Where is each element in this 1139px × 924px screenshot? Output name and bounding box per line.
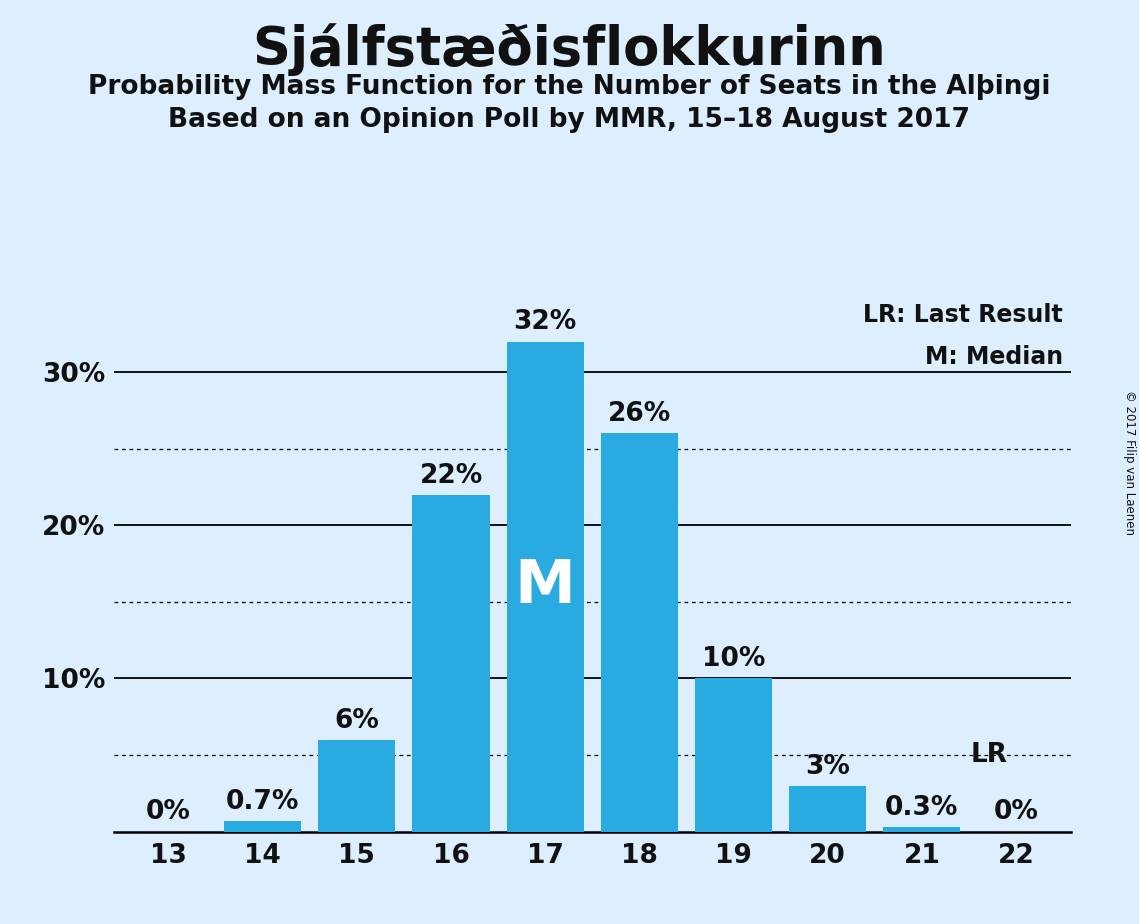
Text: M: M: [515, 557, 575, 616]
Text: LR: LR: [970, 742, 1008, 768]
Text: 0.3%: 0.3%: [885, 795, 959, 821]
Bar: [224, 821, 302, 832]
Bar: [600, 433, 678, 832]
Text: Probability Mass Function for the Number of Seats in the Alþingi: Probability Mass Function for the Number…: [88, 74, 1051, 100]
Bar: [695, 678, 772, 832]
Text: 0%: 0%: [993, 799, 1039, 825]
Bar: [412, 494, 490, 832]
Text: 6%: 6%: [335, 708, 379, 734]
Text: Sjálfstæðisflokkurinn: Sjálfstæðisflokkurinn: [253, 23, 886, 76]
Bar: [789, 785, 867, 832]
Text: © 2017 Filip van Laenen: © 2017 Filip van Laenen: [1123, 390, 1137, 534]
Text: 0%: 0%: [146, 799, 191, 825]
Text: LR: Last Result: LR: Last Result: [863, 303, 1063, 327]
Text: Based on an Opinion Poll by MMR, 15–18 August 2017: Based on an Opinion Poll by MMR, 15–18 A…: [169, 107, 970, 133]
Text: 0.7%: 0.7%: [226, 789, 300, 815]
Bar: [318, 740, 395, 832]
Text: 3%: 3%: [805, 754, 850, 780]
Bar: [507, 342, 584, 832]
Bar: [883, 827, 960, 832]
Text: 32%: 32%: [514, 310, 576, 335]
Text: 10%: 10%: [702, 647, 765, 673]
Text: 22%: 22%: [419, 463, 483, 489]
Text: M: Median: M: Median: [925, 345, 1063, 369]
Text: 26%: 26%: [608, 401, 671, 428]
